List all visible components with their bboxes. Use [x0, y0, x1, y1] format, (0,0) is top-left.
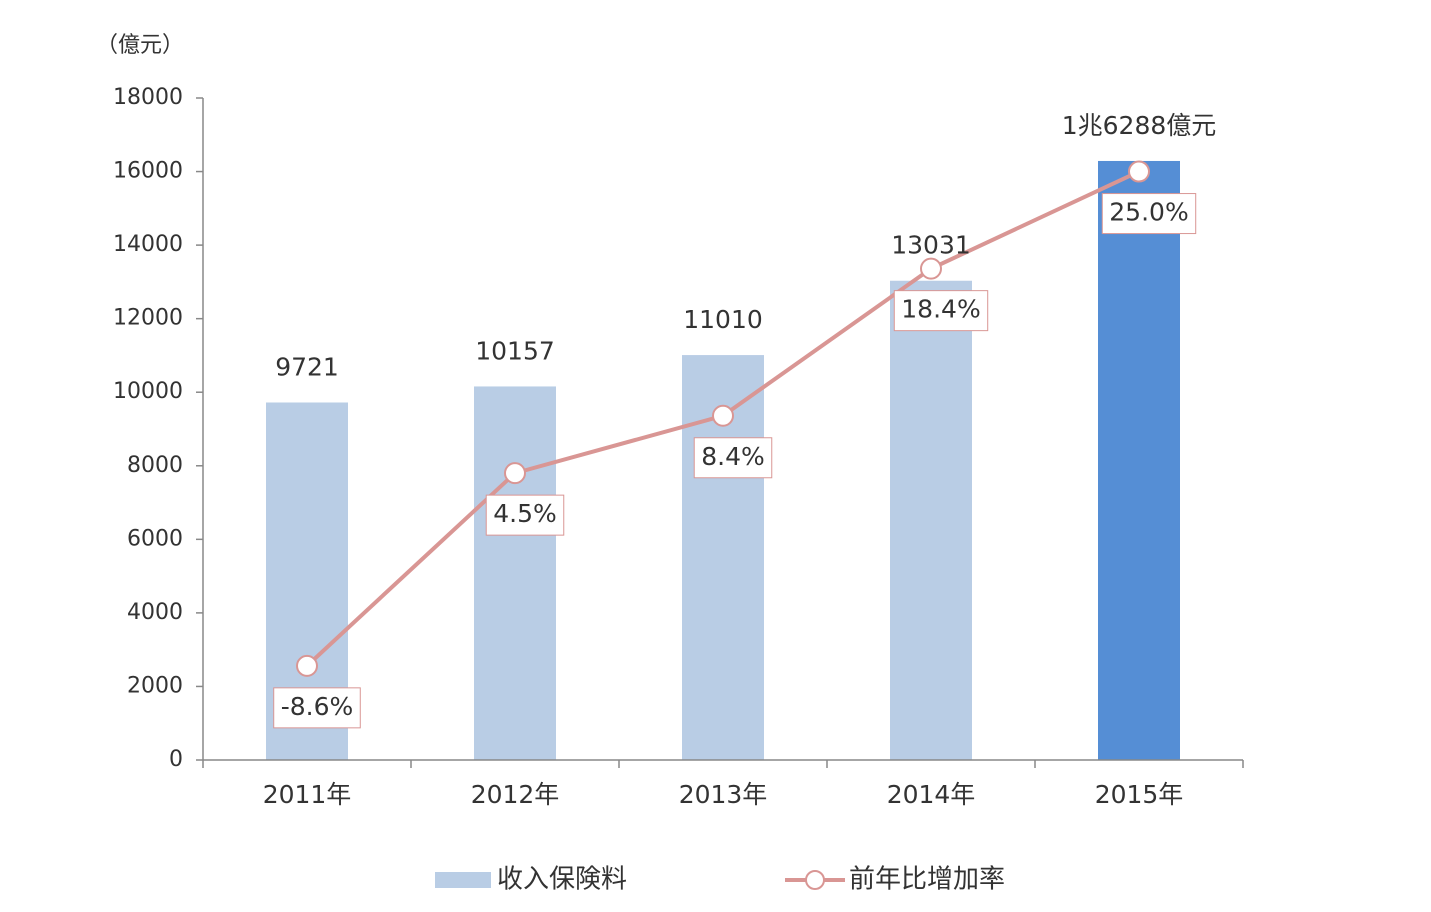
data-label-box: [1101, 193, 1197, 235]
marker: [504, 462, 526, 485]
marker: [920, 257, 942, 280]
y-tick-label: 4000: [127, 600, 183, 625]
bars: [266, 160, 1180, 760]
y-tick-label: 12000: [113, 306, 183, 331]
data-label: 25.0%: [1109, 198, 1188, 227]
y-axis-label: （億元）: [96, 33, 184, 58]
x-tick-label: 2015年: [1095, 780, 1184, 809]
data-label: -8.6%: [281, 692, 354, 721]
data-label-box: [893, 290, 989, 332]
bar-label: 1兆6288億元: [1062, 111, 1217, 140]
marker: [1128, 160, 1150, 183]
data-label-box: [485, 494, 565, 536]
axes: 0 2000 4000 6000 8000 10000 12000 14000 16000 180…: [113, 85, 1244, 809]
x-tick-label: 2013年: [679, 780, 768, 809]
bar: [1098, 160, 1180, 760]
y-tick-label: 8000: [127, 453, 183, 478]
legend-item: 收入保険料: [435, 865, 627, 895]
line-layer: [296, 160, 1150, 677]
bar: [890, 280, 972, 760]
legend-marker: [805, 870, 825, 890]
x-tick-label: 2014年: [887, 780, 976, 809]
labels: 9721 10157 11010 13031 1兆6288億元 -8.6% 4.5% 8.4%…: [273, 111, 1217, 729]
data-label-box: [693, 437, 773, 479]
marker: [712, 404, 734, 427]
y-tick-label: 2000: [127, 673, 183, 698]
marker: [296, 654, 318, 677]
y-tick-label: 10000: [113, 379, 183, 404]
bar-label: 13031: [891, 231, 971, 260]
bar: [474, 386, 556, 760]
legend-item: 前年比增加率: [785, 865, 1005, 895]
legend-label: 前年比增加率: [849, 865, 1005, 895]
x-tick-label: 2012年: [471, 780, 560, 809]
bar-label: 10157: [475, 336, 555, 365]
legend-swatch: [435, 872, 491, 888]
y-tick-label: 0: [169, 747, 183, 772]
legend-label: 收入保険料: [497, 865, 627, 895]
y-tick-label: 14000: [113, 232, 183, 257]
data-label: 18.4%: [901, 295, 980, 324]
bar-label: 9721: [275, 352, 339, 381]
bar-label: 11010: [683, 305, 763, 334]
data-label: 4.5%: [493, 499, 557, 528]
data-label: 8.4%: [701, 442, 765, 471]
y-tick-label: 6000: [127, 526, 183, 551]
y-tick-label: 16000: [113, 159, 183, 184]
y-tick-label: 18000: [113, 85, 183, 110]
data-label-box: [273, 687, 361, 729]
x-tick-label: 2011年: [263, 780, 352, 809]
